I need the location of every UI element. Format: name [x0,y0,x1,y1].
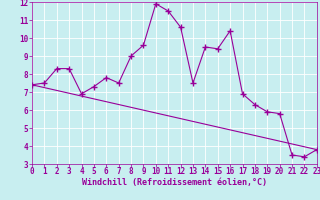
X-axis label: Windchill (Refroidissement éolien,°C): Windchill (Refroidissement éolien,°C) [82,178,267,187]
